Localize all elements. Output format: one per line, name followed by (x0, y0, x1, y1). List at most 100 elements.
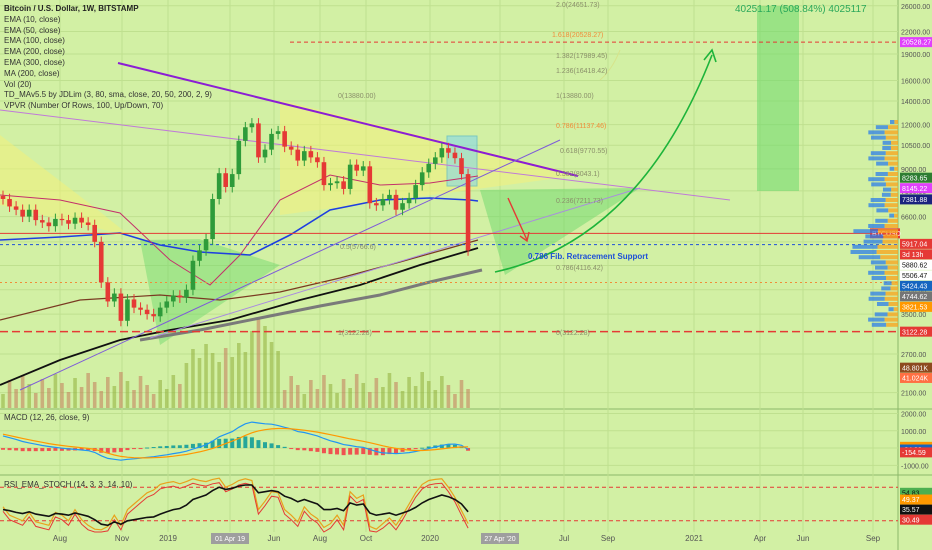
candle-body (413, 185, 418, 198)
vpvr-bar (882, 239, 898, 244)
macd-histogram-bar (236, 436, 241, 449)
vpvr-bar (888, 161, 898, 166)
target-zone (480, 188, 640, 275)
price-tag (900, 194, 932, 205)
vpvr-bar (894, 120, 898, 124)
vpvr-bar (880, 255, 898, 260)
y-tick-label: 1000.00 (901, 429, 926, 436)
volume-bar (426, 381, 431, 408)
candle-body (20, 209, 25, 217)
volume-bar (387, 373, 392, 408)
pattern-zone (0, 135, 130, 236)
fib-annotation: 1.236(16418.42) (556, 68, 607, 75)
legend-item[interactable]: Vol (20) (4, 79, 32, 89)
x-tick-label: Apr (754, 534, 767, 543)
rsi-line (2, 484, 469, 527)
vpvr-bar (889, 213, 895, 218)
macd-histogram-bar (40, 448, 45, 452)
price-tag (900, 259, 932, 270)
macd-histogram-bar (151, 447, 156, 449)
price-tag (900, 238, 932, 249)
legend-item[interactable]: EMA (300, close) (4, 57, 65, 67)
macd-panel-title[interactable]: MACD (12, 26, close, 9) (4, 413, 90, 422)
y-tick-label: 4100.00 (901, 288, 926, 295)
price-tag (900, 270, 932, 281)
projection-arrow-head (703, 48, 717, 63)
volume-bar (407, 377, 411, 408)
candle-body (295, 149, 301, 161)
vpvr-bar (884, 203, 898, 208)
candle-body (256, 123, 261, 158)
y-tick-label: 3500.00 (901, 312, 926, 319)
candle-body (144, 309, 150, 315)
legend-item[interactable]: EMA (50, close) (4, 25, 61, 35)
stoch-line (2, 477, 469, 531)
candle-body (328, 183, 333, 186)
candle-body (7, 198, 12, 207)
vpvr-bar (876, 161, 889, 166)
macd-histogram-bar (361, 448, 366, 455)
macd-histogram-bar (230, 438, 235, 449)
macd-histogram-bar (276, 445, 281, 449)
volume-bar (47, 388, 51, 408)
legend-item[interactable]: EMA (200, close) (4, 47, 65, 57)
fib-annotation: 0.786(4116.42) (556, 265, 603, 272)
projection-readout: 40251.17 (508.84%) 4025117 (735, 4, 867, 15)
macd-histogram-bar (177, 445, 182, 449)
rsi-panel-title[interactable]: RSI_EMA_STOCH (14, 3, 3, 14, 10) (4, 480, 133, 489)
price-tag (900, 362, 932, 373)
vpvr-bar (868, 156, 885, 161)
volume-bar (446, 385, 451, 408)
price-tag-label: 3821.53 (902, 304, 927, 311)
legend-item[interactable]: VPVR (Number Of Rows, 100, Up/Down, 70) (4, 101, 164, 111)
legend-item[interactable]: EMA (100, close) (4, 36, 65, 46)
macd-histogram-bar (282, 446, 287, 449)
legend-item[interactable]: EMA (10, close) (4, 14, 61, 24)
macd-histogram-bar (249, 437, 254, 449)
vpvr-bar (875, 218, 888, 223)
chart-title: Bitcoin / U.S. Dollar, 1W, BITSTAMP (4, 4, 139, 13)
candle-body (216, 173, 222, 199)
vpvr-bar (886, 276, 898, 280)
vpvr-bar (888, 302, 898, 306)
vpvr-bar (870, 151, 886, 156)
signal-line (2, 427, 469, 459)
price-tag-label: 5917.04 (902, 241, 927, 248)
candle-body (400, 203, 405, 210)
macd-histogram-bar (118, 448, 123, 452)
vpvr-bar (876, 250, 898, 254)
candle-body (433, 157, 438, 164)
volume-bar (374, 378, 379, 408)
candle-body (125, 299, 130, 321)
candle-body (315, 157, 320, 163)
candle-body (131, 299, 137, 308)
x-tick-label: Oct (360, 534, 373, 543)
vpvr-bar (891, 281, 898, 286)
fib-annotation: 0.236(7211.73) (556, 198, 603, 205)
vpvr-bar (885, 135, 898, 140)
macd-histogram-bar (59, 448, 64, 451)
price-tag-label: 49.37 (902, 497, 920, 504)
y-tick-label: 2700.00 (901, 352, 926, 359)
candle-body (13, 206, 19, 210)
price-tag-label: 35.57 (902, 507, 920, 514)
volume-bar (459, 380, 464, 408)
candle-body (59, 218, 65, 221)
candle-body (197, 250, 202, 261)
fib-annotation: 1(3122.28) (338, 330, 372, 337)
price-tag (900, 372, 932, 383)
macd-histogram-bar (328, 448, 333, 455)
macd-histogram-bar (407, 448, 412, 451)
legend-item[interactable]: MA (200, close) (4, 68, 60, 78)
candle-body (308, 151, 314, 158)
price-tag-label: 8283.65 (902, 175, 927, 182)
fib-annotation: 0.786(11137.46) (556, 123, 606, 130)
macd-histogram-bar (184, 444, 189, 449)
macd-histogram-bar (446, 444, 451, 449)
volume-bar (420, 372, 424, 408)
macd-histogram-bar (164, 445, 169, 449)
vpvr-bar (887, 218, 898, 223)
legend-item[interactable]: TD_MAv5.5 by JDLim (3, 80, sma, close, 2… (4, 90, 212, 100)
vpvr-bar (871, 276, 887, 280)
